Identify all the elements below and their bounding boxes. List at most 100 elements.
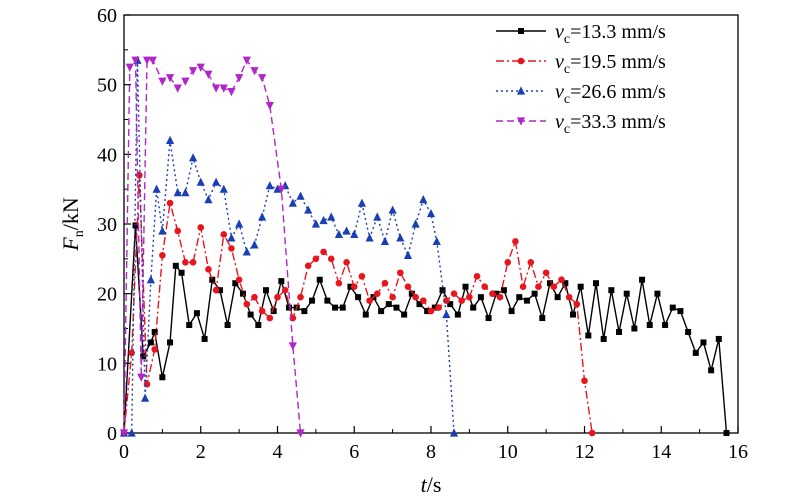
series-0-point-6 <box>167 339 174 346</box>
series-1-point-52 <box>519 283 527 291</box>
series-1-point-23 <box>297 293 304 301</box>
series-0-point-77 <box>708 367 715 374</box>
x-tick-label-3: 6 <box>349 441 359 463</box>
series-2-point-31 <box>350 229 359 239</box>
series-2-point-10 <box>188 153 198 162</box>
series-1-point-51 <box>512 238 519 245</box>
series-1-point-56 <box>550 283 558 291</box>
series-1-point-59 <box>573 300 581 308</box>
series-1-point-6 <box>166 199 174 207</box>
series-1-point-11 <box>205 265 212 273</box>
series-1-point-21 <box>281 286 289 294</box>
series-2-point-39 <box>411 219 420 228</box>
legend-label-3: vc=33.3 mm/s <box>555 111 666 137</box>
series-0-point-67 <box>631 325 638 332</box>
series-1-point-27 <box>327 255 335 263</box>
series-0 <box>121 222 730 436</box>
series-0-point-30 <box>347 283 354 290</box>
series-0-point-35 <box>385 301 392 308</box>
y-tick-label-6: 60 <box>97 5 117 27</box>
series-1-point-25 <box>312 255 320 263</box>
series-2-point-42 <box>432 236 441 246</box>
series-0-point-78 <box>715 335 722 342</box>
series-0-point-38 <box>408 290 415 297</box>
series-0-point-61 <box>585 332 592 339</box>
legend-item-2: vc=26.6 mm/s <box>496 81 666 107</box>
series-0-point-74 <box>685 328 692 335</box>
legend-item-1: vc=19.5 mm/s <box>496 51 666 77</box>
series-3-point-2 <box>131 56 140 65</box>
series-1-point-36 <box>397 269 404 277</box>
series-0-point-48 <box>485 315 492 322</box>
series-3-point-1 <box>125 63 134 72</box>
series-1-point-14 <box>228 245 235 252</box>
series-1-point-10 <box>197 224 205 231</box>
series-3-point-3 <box>137 373 146 382</box>
series-0-point-8 <box>178 269 185 276</box>
series-0-point-68 <box>639 276 646 283</box>
series-2-point-29 <box>334 229 343 239</box>
series-0-point-3 <box>147 339 154 346</box>
series-3-point-7 <box>165 74 175 83</box>
series-3-point-12 <box>204 70 213 79</box>
series-1-point-38 <box>412 293 419 301</box>
series-2-point-32 <box>357 198 367 207</box>
series-3-point-21 <box>277 185 286 194</box>
x-tick-label-0: 0 <box>119 441 129 463</box>
series-2-point-25 <box>304 205 313 214</box>
series-0-point-25 <box>309 297 316 304</box>
series-0-point-34 <box>378 308 385 315</box>
series-2-point-17 <box>242 247 251 256</box>
series-0-point-42 <box>439 287 446 294</box>
series-0-point-70 <box>654 290 661 297</box>
series-0-point-44 <box>454 311 461 318</box>
legend-item-3: vc=33.3 mm/s <box>496 111 666 137</box>
series-0-point-47 <box>477 294 484 301</box>
series-2-point-36 <box>388 205 397 214</box>
series-1-point-24 <box>304 262 312 270</box>
series-1-point-31 <box>358 272 366 280</box>
series-1-point-32 <box>366 297 373 304</box>
axes: 0 2 4 6 8 10 12 14 16 0 10 20 30 40 50 60 t/s Fn/kN <box>58 5 748 497</box>
legend-marker-2 <box>516 86 526 95</box>
series-2-point-9 <box>181 188 190 197</box>
series-1-point-16 <box>243 300 251 308</box>
series-2-point-13 <box>212 177 221 186</box>
series-2-point-14 <box>219 184 228 193</box>
series-3-point-13 <box>212 84 221 93</box>
series-1-point-43 <box>450 290 458 297</box>
series-1-point-19 <box>266 314 274 322</box>
series-0-point-57 <box>554 294 561 301</box>
series-3-point-17 <box>242 56 251 65</box>
series-1-point-30 <box>350 283 358 291</box>
series-0-point-10 <box>193 310 200 317</box>
series-1-point-48 <box>489 290 496 297</box>
legend-label-0: vc=13.3 mm/s <box>555 21 666 47</box>
series-1-point-44 <box>458 297 466 304</box>
series-0-point-41 <box>431 304 438 311</box>
series-1-point-58 <box>565 293 573 301</box>
series-2 <box>119 55 459 437</box>
series-1-point-37 <box>404 283 412 291</box>
series-1-point-53 <box>527 259 535 266</box>
series-3-point-5 <box>148 56 157 65</box>
x-tick-label-1: 2 <box>196 441 206 463</box>
series-0-point-55 <box>539 315 546 322</box>
series-2-point-11 <box>196 177 205 186</box>
series-1-point-47 <box>481 283 489 291</box>
series-1-point-20 <box>274 293 281 301</box>
series-2-point-15 <box>227 233 236 242</box>
series-2-point-33 <box>365 233 374 242</box>
series-1-point-61 <box>588 429 596 437</box>
series-1-point-35 <box>389 293 396 301</box>
y-tick-label-1: 10 <box>97 353 117 375</box>
series-2-point-7 <box>165 135 175 144</box>
legend-label-1: vc=19.5 mm/s <box>555 51 666 77</box>
series-0-point-46 <box>470 304 477 311</box>
series-0-point-18 <box>255 322 262 329</box>
series-0-point-79 <box>723 430 730 436</box>
series-1-point-41 <box>435 304 442 311</box>
series-0-point-59 <box>569 311 576 318</box>
series-0-point-7 <box>172 262 179 269</box>
series-2-point-37 <box>396 233 405 242</box>
